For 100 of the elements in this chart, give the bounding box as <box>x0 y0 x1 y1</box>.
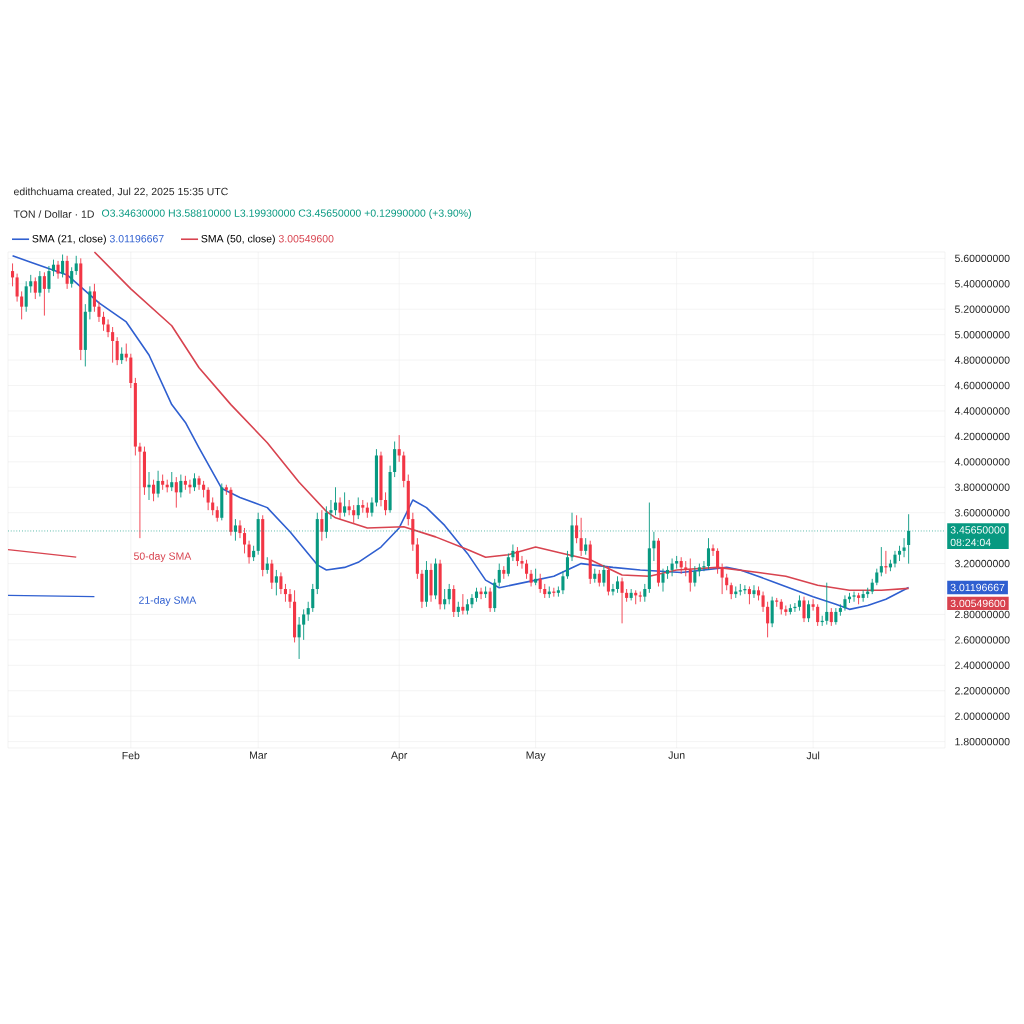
candlestick <box>270 559 274 590</box>
text: 3.01196667 <box>109 234 164 243</box>
candlestick <box>447 583 451 605</box>
candlestick <box>711 544 715 557</box>
y-tick-label: 3.60000000 <box>954 509 1010 517</box>
y-tick-label: 4.00000000 <box>954 458 1010 466</box>
candlestick <box>138 442 142 539</box>
candlestick <box>879 546 883 577</box>
candlestick <box>761 591 765 613</box>
candlestick <box>383 491 388 516</box>
candlestick <box>688 558 692 593</box>
y-tick-label: 5.20000000 <box>954 305 1010 313</box>
candlestick <box>347 499 351 516</box>
text: 3.00549600 <box>950 599 1006 608</box>
candlestick <box>38 270 42 297</box>
candlestick <box>106 318 110 338</box>
candlestick <box>511 544 515 562</box>
candlestick <box>538 573 542 594</box>
candlestick <box>575 514 579 544</box>
candlestick <box>397 434 401 463</box>
candlestick <box>179 474 183 498</box>
x-tick-label: Jul <box>806 751 820 760</box>
candlestick <box>606 565 610 596</box>
x-tick-label: Feb <box>122 751 140 760</box>
candlestick <box>297 616 301 660</box>
candlestick <box>92 283 96 313</box>
y-tick-label: 1.80000000 <box>955 737 1010 746</box>
candlestick <box>302 608 306 641</box>
candlestick <box>311 583 315 613</box>
candlestick <box>61 254 65 278</box>
y-tick-label: 2.20000000 <box>955 687 1010 695</box>
candlestick <box>579 517 583 557</box>
y-tick-label: 5.40000000 <box>954 280 1010 288</box>
candlestick <box>15 273 19 303</box>
candlestick <box>115 336 119 366</box>
candlestick <box>515 546 519 567</box>
y-tick-label: 2.00000000 <box>955 712 1010 720</box>
y-tick-label: 2.40000000 <box>955 661 1010 670</box>
candlestick <box>70 266 74 289</box>
candlestick <box>852 591 856 603</box>
candlestick <box>370 497 374 517</box>
text: edithchuama created, Jul 22, 2025 15:35 UTC <box>13 187 228 197</box>
candlestick <box>238 519 242 539</box>
x-tick-label: Jun <box>668 751 685 759</box>
candlestick <box>720 563 724 595</box>
ref-line-label: 3.45650000 <box>950 526 1006 534</box>
candlestick <box>811 598 815 612</box>
candlestick <box>561 570 565 595</box>
candlestick <box>197 475 201 491</box>
candlestick <box>74 255 78 276</box>
candlestick <box>329 499 333 520</box>
candlestick <box>861 589 865 603</box>
candlestick <box>56 260 60 280</box>
chart-title: TON / Dollar · 1D <box>13 210 94 218</box>
candlestick <box>461 593 465 615</box>
candlestick <box>802 596 806 623</box>
candlestick <box>24 280 28 313</box>
candlestick <box>611 583 615 596</box>
candlestick <box>170 471 174 492</box>
candlestick <box>33 276 37 300</box>
candlestick <box>42 271 46 317</box>
candlestick <box>661 568 665 593</box>
candlestick <box>716 547 720 575</box>
candlestick <box>152 479 156 502</box>
candlestick <box>693 565 697 587</box>
x-tick-label: May <box>526 751 546 761</box>
candlestick <box>338 497 342 520</box>
y-tick-label: 3.20000000 <box>954 559 1010 568</box>
candlestick <box>361 499 365 514</box>
candlestick <box>443 588 447 610</box>
candlestick <box>497 563 501 587</box>
candlestick <box>452 584 456 618</box>
candlestick <box>766 601 770 638</box>
candlestick <box>111 326 115 364</box>
candlestick <box>902 537 906 558</box>
candlestick <box>279 572 283 595</box>
candlestick <box>343 491 347 517</box>
candlestick <box>520 555 524 570</box>
x-tick-label: Mar <box>250 751 268 759</box>
candlestick <box>306 601 310 622</box>
candlestick <box>738 583 742 596</box>
candlestick <box>470 593 474 609</box>
candlestick <box>488 587 492 613</box>
text: 3.01196667 <box>950 583 1005 592</box>
y-tick-label: 3.80000000 <box>954 483 1010 491</box>
candlestick <box>565 550 570 580</box>
y-tick-label: 5.00000000 <box>954 330 1010 339</box>
candlestick <box>506 552 510 577</box>
candlestick <box>88 285 92 320</box>
candlestick <box>825 582 829 626</box>
candlestick <box>770 596 774 628</box>
candlestick <box>393 441 397 478</box>
candlestick <box>11 262 15 287</box>
y-tick-label: 2.60000000 <box>955 636 1010 644</box>
x-tick-label: Apr <box>391 751 408 761</box>
candlestick <box>174 476 178 509</box>
annotation: 21-day SMA <box>139 596 197 606</box>
annotation: 50-day SMA <box>133 552 192 562</box>
candlestick <box>97 301 101 323</box>
y-tick-label: 4.40000000 <box>954 407 1010 415</box>
